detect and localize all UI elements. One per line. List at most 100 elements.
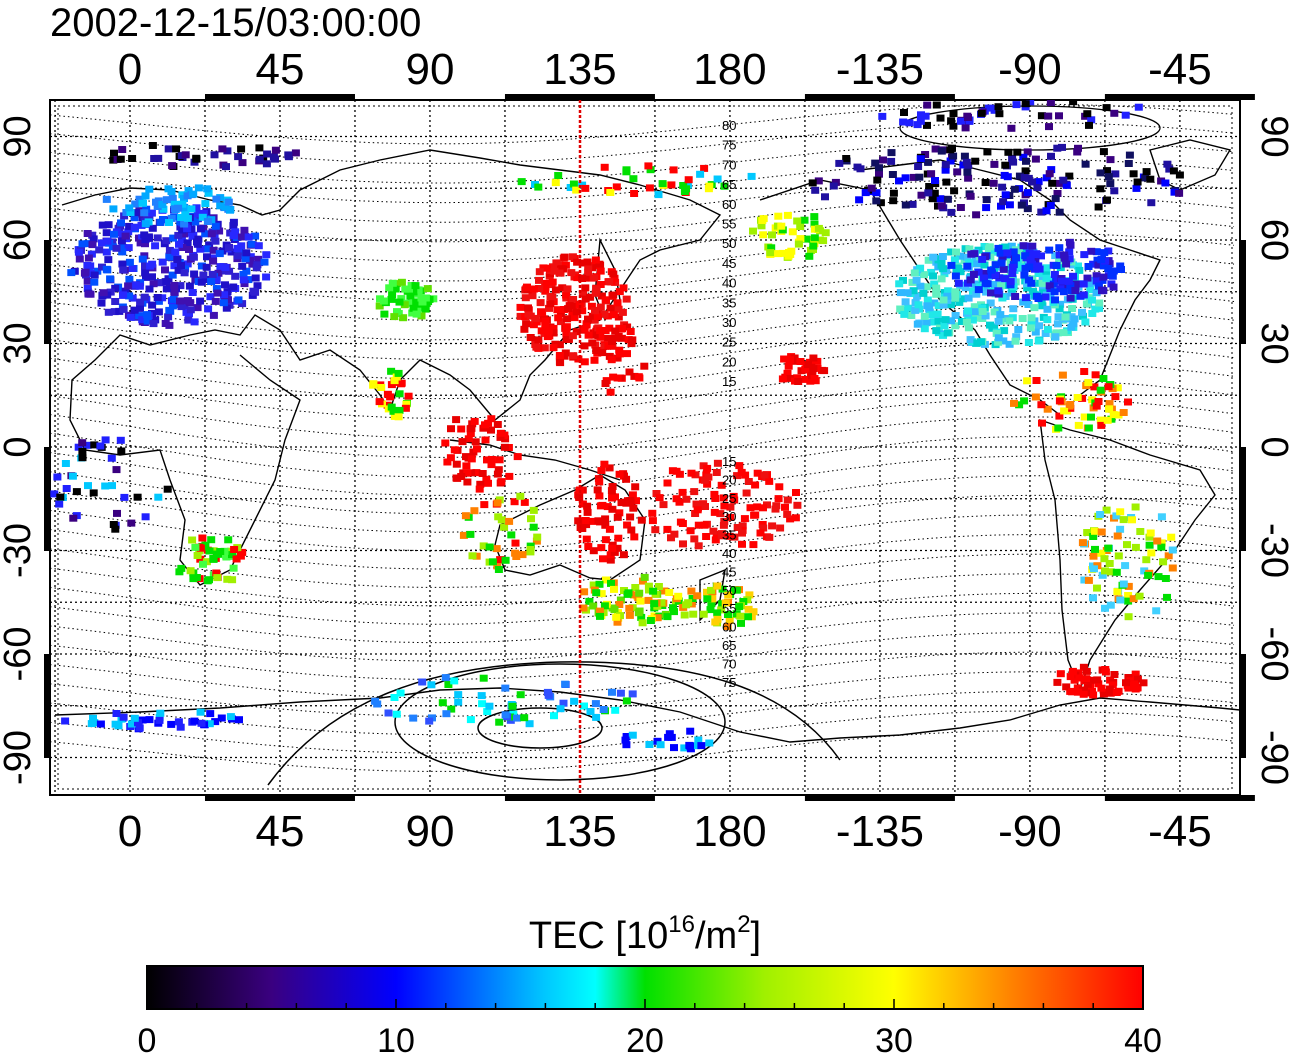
tec-cell bbox=[1038, 419, 1046, 427]
tec-cell bbox=[216, 263, 225, 271]
tec-cell bbox=[971, 256, 980, 264]
right-frame-bar bbox=[1240, 447, 1246, 551]
tec-cell bbox=[500, 443, 509, 451]
tec-cell bbox=[802, 235, 811, 243]
tec-cell bbox=[794, 378, 803, 385]
tec-cell bbox=[1114, 411, 1123, 419]
tec-cell bbox=[88, 231, 97, 239]
tec-cell bbox=[596, 333, 605, 341]
tec-cell bbox=[947, 117, 956, 125]
tec-cell bbox=[182, 308, 191, 316]
tec-cell bbox=[612, 613, 621, 621]
tec-cell bbox=[914, 301, 923, 309]
tec-cell bbox=[955, 298, 964, 306]
tec-cell bbox=[1142, 556, 1151, 564]
tec-cell bbox=[165, 306, 174, 314]
tec-cell bbox=[402, 400, 411, 408]
tec-cell bbox=[783, 510, 792, 518]
tec-cell bbox=[494, 566, 503, 573]
tec-cell bbox=[395, 298, 404, 306]
tec-cell bbox=[1139, 679, 1148, 687]
tec-cell bbox=[607, 487, 616, 495]
tec-cell bbox=[901, 201, 910, 209]
tec-cell bbox=[588, 517, 597, 525]
tec-cell bbox=[127, 720, 136, 728]
tec-cell bbox=[231, 228, 240, 236]
tec-cell bbox=[1015, 185, 1024, 193]
tec-cell bbox=[1027, 319, 1036, 327]
tec-cell bbox=[1053, 190, 1062, 197]
tec-cell bbox=[581, 295, 590, 303]
tec-cell bbox=[394, 369, 403, 377]
tec-cell bbox=[1013, 148, 1022, 156]
tec-cell bbox=[949, 152, 958, 160]
tec-cell bbox=[119, 266, 128, 274]
tec-cell bbox=[713, 459, 722, 467]
tec-cell bbox=[404, 392, 413, 400]
tec-cell bbox=[616, 596, 625, 604]
tec-cell bbox=[723, 623, 732, 631]
tec-cell bbox=[568, 253, 577, 261]
tec-cell bbox=[1000, 171, 1009, 179]
tec-cell bbox=[582, 535, 591, 543]
tec-cell bbox=[640, 362, 649, 370]
tec-cell bbox=[674, 592, 683, 600]
tec-cell bbox=[201, 541, 210, 549]
tec-cell bbox=[189, 575, 198, 583]
tec-cell bbox=[875, 164, 883, 172]
tec-cell bbox=[936, 114, 945, 122]
frame-tick-bars bbox=[44, 94, 1255, 801]
tec-cell bbox=[1065, 255, 1074, 263]
tec-cell bbox=[496, 433, 505, 441]
tec-cell bbox=[371, 697, 380, 705]
tec-cell bbox=[117, 219, 125, 227]
tec-cell bbox=[895, 280, 904, 288]
tec-cell bbox=[291, 149, 300, 157]
tec-cell bbox=[1083, 683, 1092, 691]
tec-cell bbox=[538, 309, 547, 317]
bottom-lon-label: -45 bbox=[1148, 807, 1212, 856]
tec-cell bbox=[472, 552, 481, 560]
tec-cell bbox=[227, 248, 236, 256]
bottom-frame-bar bbox=[504, 795, 655, 801]
tec-cell bbox=[578, 307, 587, 315]
tec-cell bbox=[170, 200, 179, 208]
contour-label: 80 bbox=[722, 118, 736, 133]
tec-cell bbox=[1079, 690, 1088, 698]
geomag-contour bbox=[50, 494, 1235, 552]
tec-cell bbox=[606, 551, 615, 559]
tec-cell bbox=[608, 688, 616, 696]
tec-cell bbox=[904, 304, 913, 312]
tec-cell bbox=[251, 232, 260, 240]
contour-label: 20 bbox=[722, 354, 736, 369]
tec-cell bbox=[1096, 386, 1105, 394]
tec-cell bbox=[244, 276, 253, 284]
tec-cell bbox=[987, 266, 996, 274]
tec-cell bbox=[1074, 421, 1083, 429]
tec-cell bbox=[143, 317, 152, 325]
tec-cell bbox=[612, 183, 621, 191]
contour-labels: 8075706560555045403530252015152025303540… bbox=[722, 118, 736, 690]
tec-cell bbox=[920, 312, 929, 320]
tec-cell bbox=[603, 503, 612, 511]
tec-cell bbox=[190, 717, 199, 725]
tec-cell bbox=[1146, 529, 1155, 537]
geomag-contour bbox=[50, 342, 1235, 400]
tec-cell bbox=[1104, 544, 1113, 552]
tec-cell bbox=[1053, 678, 1062, 686]
bottom-frame-bar bbox=[1104, 795, 1255, 801]
tec-cell bbox=[622, 697, 631, 705]
tec-cell bbox=[477, 692, 486, 700]
tec-cell bbox=[1052, 262, 1061, 269]
tec-cell bbox=[720, 517, 729, 525]
tec-cell bbox=[145, 285, 154, 293]
tec-cell bbox=[563, 315, 572, 323]
tec-cell bbox=[535, 285, 544, 292]
tec-cell bbox=[801, 375, 810, 383]
tec-cell bbox=[753, 469, 762, 477]
tec-cell bbox=[1134, 103, 1143, 111]
tec-cell bbox=[1061, 313, 1070, 321]
tec-cell bbox=[201, 200, 210, 208]
bottom-lon-label: 135 bbox=[543, 807, 616, 856]
contour-label: 70 bbox=[722, 157, 736, 172]
